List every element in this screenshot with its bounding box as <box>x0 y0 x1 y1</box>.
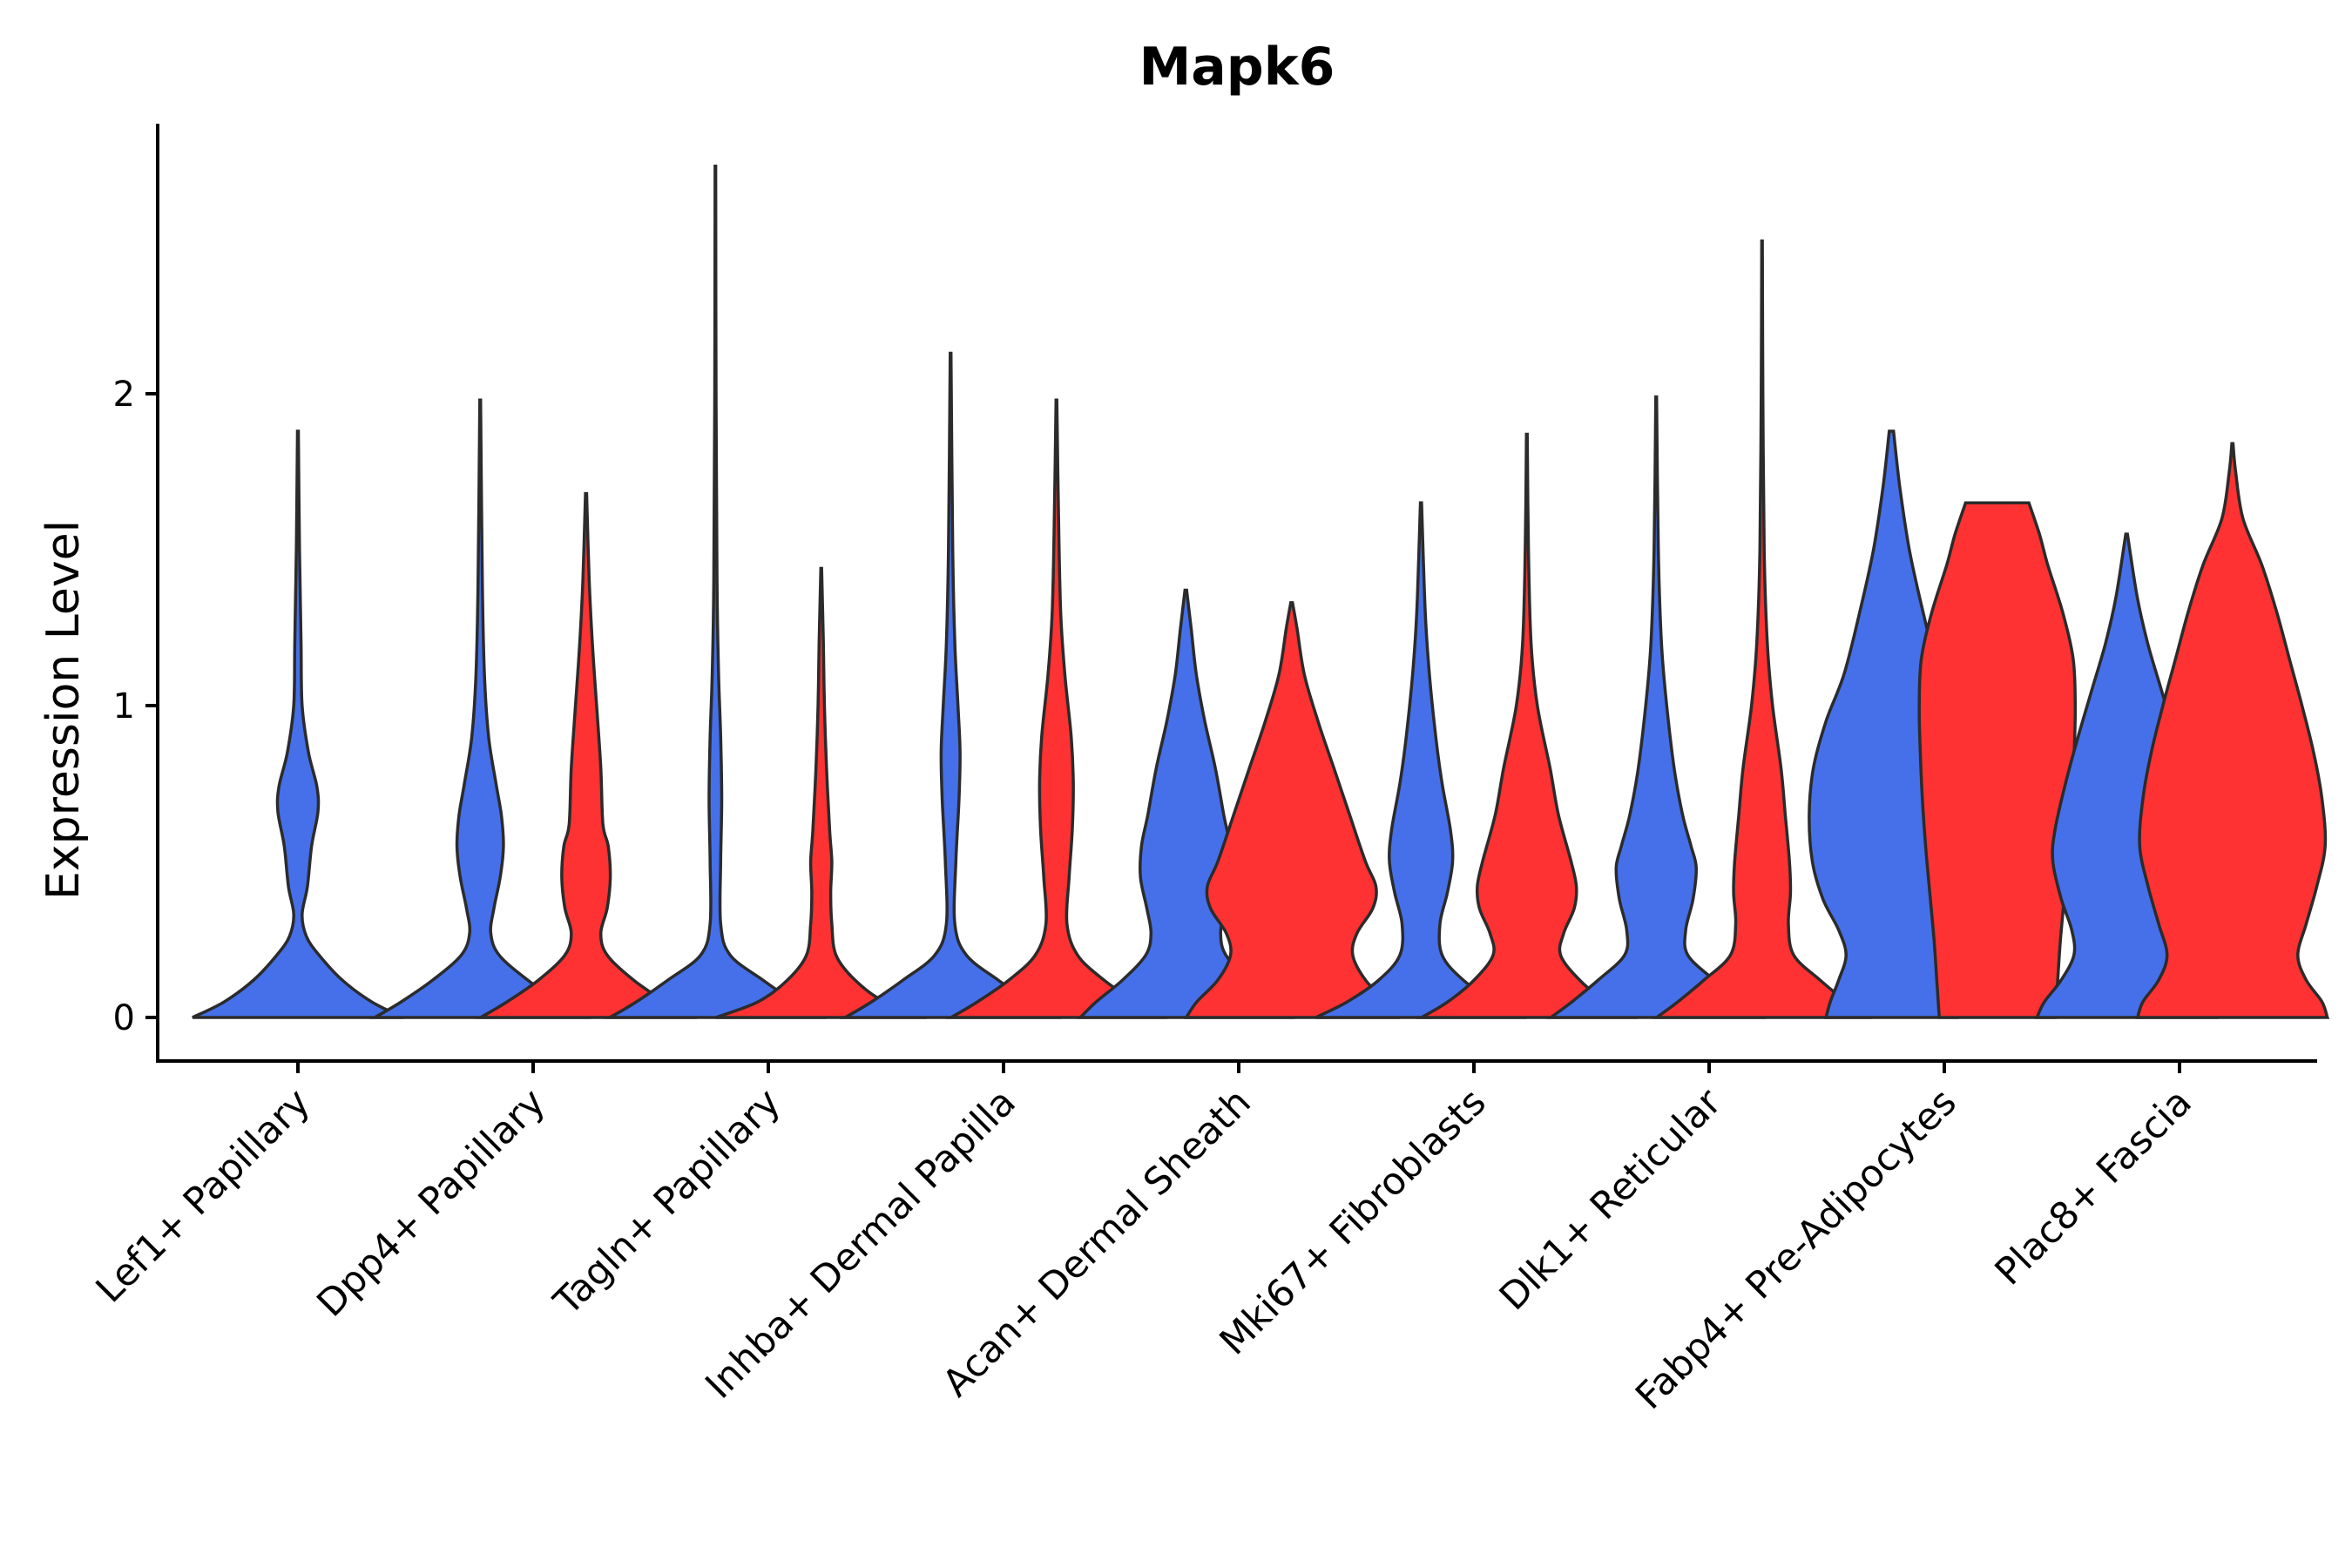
x-tick-label: Dlk1+ Reticular <box>1491 1080 1730 1319</box>
violin-b-2 <box>475 491 698 1019</box>
violin-b-8 <box>1917 501 2078 1019</box>
violin-b-7 <box>1652 239 1873 1019</box>
x-tick-label: Mki67+ Fibroblasts <box>1212 1080 1495 1363</box>
x-tick-label: Dpp4+ Papillary <box>309 1080 554 1325</box>
chart-title: Mapk6 <box>1139 37 1335 98</box>
violin-b-3 <box>715 566 928 1019</box>
y-tick-label: 1 <box>113 686 135 727</box>
y-tick-label: 2 <box>113 375 135 415</box>
violins-group <box>192 164 2330 1019</box>
violin-a-1 <box>192 429 404 1019</box>
violin-a-7 <box>1546 395 1767 1019</box>
violin-a-5 <box>1077 588 1295 1019</box>
x-tick-label: Plac8+ Fascia <box>1987 1080 2200 1294</box>
violin-a-4 <box>839 351 1062 1019</box>
x-tick-label: Lef1+ Papillary <box>88 1080 319 1311</box>
violin-b-5 <box>1183 601 1401 1019</box>
x-tick-label: Tagln+ Papillary <box>545 1080 789 1324</box>
y-axis-label: Expression Level <box>37 520 90 900</box>
violin-a-3 <box>604 164 827 1019</box>
violin-b-6 <box>1416 432 1639 1019</box>
violin-a-6 <box>1315 501 1528 1019</box>
violin-a-2 <box>368 398 591 1019</box>
y-axis-ticks: 0 1 2 <box>113 375 158 1038</box>
violin-b-4 <box>945 398 1168 1019</box>
y-tick-label: 0 <box>113 998 135 1038</box>
violin-b-9 <box>2135 442 2330 1019</box>
